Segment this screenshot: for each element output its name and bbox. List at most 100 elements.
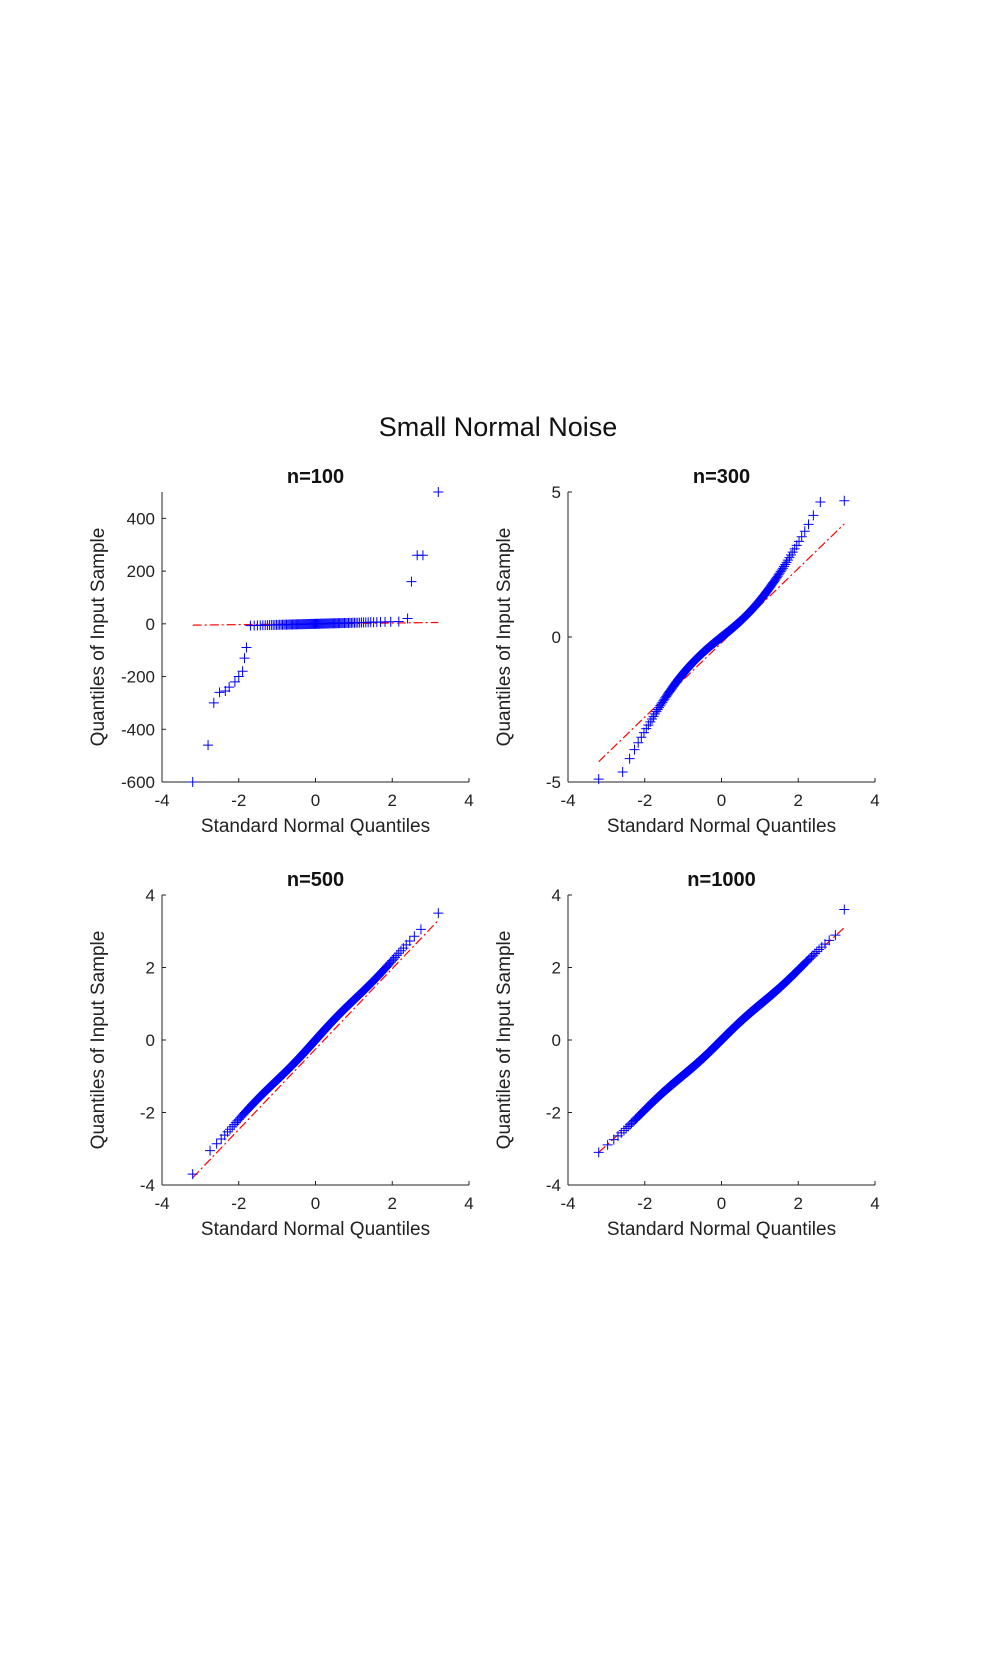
data-point	[824, 935, 835, 946]
x-tick-label: 4	[464, 1194, 473, 1213]
data-point	[799, 526, 810, 537]
x-tick-label: -2	[637, 1194, 652, 1213]
data-point	[239, 653, 250, 664]
data-point	[593, 1147, 604, 1158]
data-point	[815, 497, 826, 508]
figure-title: Small Normal Noise	[379, 412, 618, 442]
x-tick-label: 4	[464, 791, 473, 810]
data-point	[395, 945, 406, 956]
x-tick-label: -2	[637, 791, 652, 810]
y-tick-label: -400	[121, 720, 155, 739]
y-tick-label: 4	[146, 886, 155, 905]
data-point	[780, 559, 791, 570]
data-point	[229, 676, 240, 687]
data-point	[782, 555, 793, 566]
subplot-1: -4 -2 0 2 4 -600 -400 -200 0 200 400 n=100 Standard …	[88, 466, 474, 837]
subplot-2: -4 -2 0 2 4 -5 0 5 n=300 Standard Normal Quantile…	[494, 466, 880, 837]
data-points	[187, 908, 444, 1180]
data-point	[187, 777, 198, 787]
subplot-title: n=500	[287, 869, 344, 891]
y-tick-label: 2	[552, 959, 561, 978]
data-point	[646, 713, 657, 724]
data-point	[784, 552, 795, 563]
data-point	[830, 930, 841, 941]
data-point	[791, 540, 802, 551]
data-point	[406, 576, 417, 587]
x-tick-label: -4	[560, 1194, 575, 1213]
y-axis-label: Quantiles of Input Sample	[494, 528, 515, 747]
data-point	[433, 908, 444, 919]
x-tick-label: -2	[231, 791, 246, 810]
data-point	[626, 1118, 637, 1129]
data-point	[602, 1139, 613, 1150]
data-point	[839, 904, 850, 915]
data-point	[659, 694, 670, 705]
y-tick-label: 0	[552, 1031, 561, 1050]
data-point	[433, 487, 444, 497]
data-point	[187, 1169, 198, 1180]
data-point	[814, 944, 825, 955]
data-point	[233, 671, 244, 682]
data-point	[779, 561, 790, 572]
data-point	[624, 753, 635, 764]
reference-line	[598, 523, 845, 763]
data-point	[409, 931, 420, 942]
data-point	[633, 737, 644, 748]
y-tick-label: 200	[127, 562, 155, 581]
data-point	[203, 740, 214, 751]
x-tick-label: 0	[717, 791, 726, 810]
data-point	[638, 727, 649, 738]
y-tick-label: 2	[146, 959, 155, 978]
y-axis-label: Quantiles of Input Sample	[88, 528, 109, 747]
data-point	[617, 766, 628, 777]
data-point	[802, 955, 813, 966]
data-point	[808, 510, 819, 521]
data-point	[629, 744, 640, 755]
data-point	[803, 954, 814, 965]
y-tick-label: -2	[546, 1104, 561, 1123]
x-tick-label: -4	[560, 791, 575, 810]
x-tick-label: 2	[388, 1194, 397, 1213]
data-point	[417, 550, 428, 561]
data-point	[241, 642, 252, 653]
data-point	[811, 946, 822, 957]
data-point	[415, 924, 426, 935]
data-point	[839, 495, 850, 506]
x-tick-label: -2	[231, 1194, 246, 1213]
y-tick-label: -4	[546, 1176, 561, 1195]
data-point	[650, 708, 661, 719]
x-tick-label: 2	[794, 791, 803, 810]
data-point	[404, 936, 415, 947]
subplot-4: -4 -2 0 2 4 -4 -2 0 2 4 n=1000 Standard Normal Quan…	[494, 869, 880, 1240]
data-point	[769, 575, 780, 586]
x-tick-label: -4	[154, 1194, 169, 1213]
data-point	[237, 666, 248, 677]
data-point	[770, 573, 781, 584]
y-tick-label: 0	[552, 628, 561, 647]
data-point	[222, 1126, 233, 1137]
subplot-grid: -4 -2 0 2 4-600-400-2000200400n=100Standard …	[88, 466, 880, 1240]
y-tick-label: -4	[140, 1176, 155, 1195]
x-tick-label: 0	[311, 1194, 320, 1213]
data-point	[616, 1127, 627, 1138]
data-point	[211, 1138, 222, 1149]
data-point	[224, 682, 235, 693]
data-point	[214, 687, 225, 698]
data-points	[593, 495, 850, 785]
data-points	[593, 904, 850, 1158]
data-point	[803, 519, 814, 530]
x-axis-label: Standard Normal Quantiles	[607, 816, 836, 837]
x-tick-label: 0	[717, 1194, 726, 1213]
x-tick-label: -4	[154, 791, 169, 810]
subplot-title: n=300	[693, 466, 750, 488]
x-tick-label: 0	[311, 791, 320, 810]
data-point	[651, 706, 662, 717]
x-tick-label: 4	[870, 791, 879, 810]
data-point	[220, 686, 231, 697]
x-axis-label: Standard Normal Quantiles	[607, 1219, 836, 1240]
subplot-3: -4 -2 0 2 4 -4 -2 0 2 4 n=500 Standard Normal Quant…	[88, 869, 474, 1240]
y-tick-label: 0	[146, 615, 155, 634]
data-point	[796, 531, 807, 542]
y-tick-label: -5	[546, 773, 561, 792]
